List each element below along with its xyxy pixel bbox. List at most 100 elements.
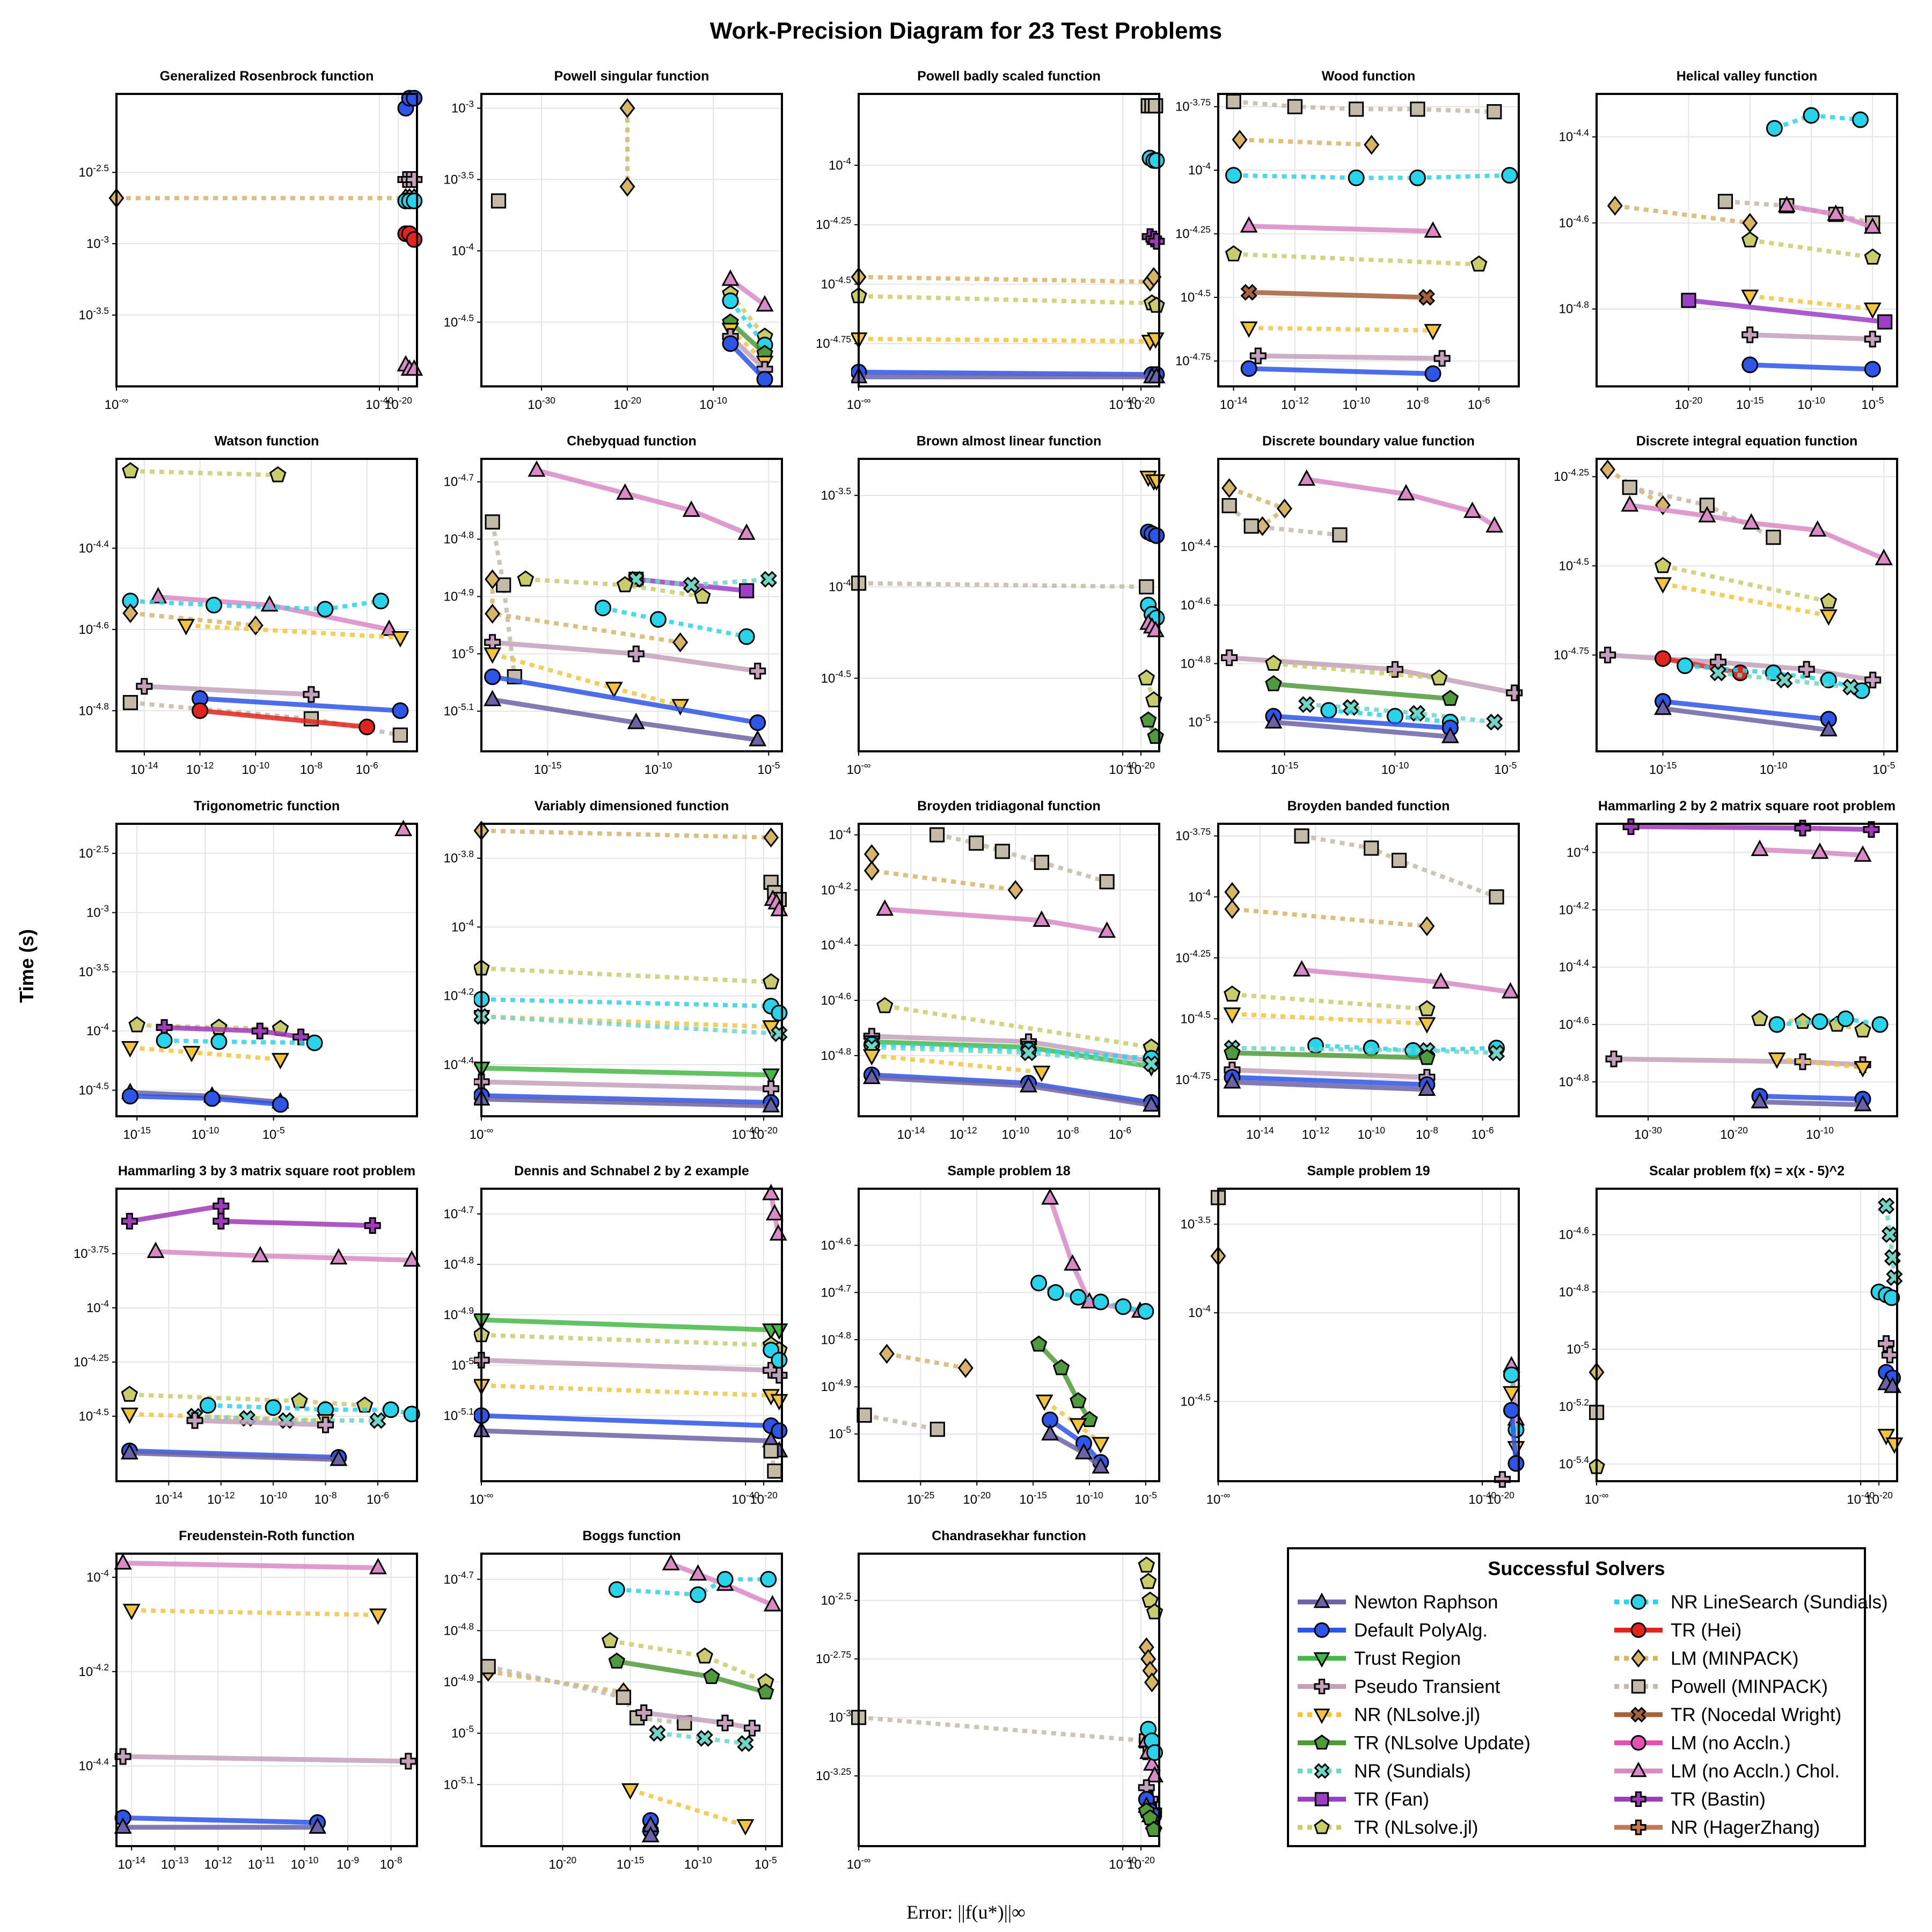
- data-point: [114, 1553, 132, 1570]
- data-point: [369, 1412, 386, 1429]
- x-tick-label: 10-∞: [847, 395, 871, 412]
- data-point: [1320, 702, 1337, 719]
- legend-marker: [1313, 1652, 1330, 1668]
- data-point: [1605, 1050, 1622, 1067]
- data-point: [485, 603, 501, 624]
- legend-marker: [1630, 1791, 1646, 1807]
- series-default-polyalg: [722, 335, 773, 388]
- data-point: [496, 577, 511, 593]
- legend-item-tr-nocedal-wright: TR (Nocedal Wright): [1614, 1704, 1841, 1725]
- data-point: [121, 1087, 138, 1104]
- plot-area: [851, 1556, 1164, 1837]
- x-tick-label: 10-8: [380, 1855, 402, 1872]
- y-tick-label: 10-4.9: [444, 1672, 474, 1689]
- series-line: [1509, 1410, 1519, 1464]
- data-point: [1224, 985, 1241, 1002]
- x-tick-label: 10-20: [1487, 1490, 1514, 1507]
- series-line: [1249, 223, 1433, 234]
- x-tick-label: 10-15: [1736, 395, 1764, 412]
- series-tr-nlsolve-update: [1265, 675, 1459, 706]
- series-line: [155, 1249, 412, 1263]
- series-lm-no-accln-chol: [114, 1553, 387, 1575]
- panel-hammarling-3-by-3-matrix-square-root-problem: Hammarling 3 by 3 matrix square root pro…: [74, 1163, 421, 1507]
- series-newton-raphson: [1223, 1072, 1436, 1096]
- panel-trigonometric-function: Trigonometric function 10-15 10-10 10-5 10-2…: [79, 799, 418, 1142]
- legend-label: NR (NLsolve.jl): [1354, 1704, 1480, 1725]
- panel-frame: [480, 823, 783, 1117]
- series-line: [635, 577, 769, 588]
- data-point: [1878, 1197, 1895, 1214]
- series-line: [1759, 1099, 1863, 1108]
- x-tick-label: 10-14: [1246, 1125, 1274, 1142]
- legend-marker: [1313, 1708, 1330, 1724]
- series-line: [1232, 1074, 1428, 1087]
- series-line: [200, 696, 401, 713]
- data-point: [683, 576, 700, 594]
- data-point: [1035, 1394, 1053, 1411]
- data-point: [1007, 880, 1023, 900]
- series-line: [123, 1754, 408, 1764]
- data-point: [1074, 1443, 1093, 1460]
- series-nr-linesearch-sundials: [1766, 107, 1869, 137]
- x-tick-label: 10-20: [963, 1490, 991, 1507]
- x-tick-label: 10-13: [161, 1855, 189, 1872]
- y-tick-label: 10-4.75: [1554, 645, 1589, 662]
- data-point: [1819, 720, 1838, 737]
- data-point: [120, 1407, 138, 1424]
- data-point: [382, 1401, 399, 1418]
- data-point: [369, 1557, 387, 1575]
- y-tick-label: 10-2.5: [821, 1591, 851, 1608]
- legend-label: Pseudo Transient: [1354, 1677, 1501, 1697]
- series-nr-nlsolve-jl: [1768, 1052, 1872, 1078]
- panel-watson-function: Watson function 10-14 10-12 10-10 10-8 10-6 10…: [79, 434, 418, 777]
- y-tick-label: 10-3.25: [816, 1766, 851, 1783]
- series-line: [1884, 1205, 1897, 1278]
- data-point: [122, 1604, 141, 1621]
- x-tick-label: 10-14: [897, 1125, 925, 1142]
- x-tick-label: 10-11: [248, 1855, 275, 1872]
- series-line: [1232, 1079, 1428, 1092]
- data-point: [1875, 548, 1893, 566]
- series-lm-minpack: [863, 844, 1023, 900]
- data-point: [1487, 104, 1502, 120]
- data-point: [392, 702, 409, 719]
- series-newton-raphson: [484, 690, 767, 747]
- x-tick-label: 10-8: [300, 760, 323, 777]
- series-line: [490, 579, 681, 645]
- series-lm-minpack: [879, 1344, 974, 1378]
- series-powell-minpack: [1140, 98, 1163, 114]
- data-point: [767, 1463, 782, 1479]
- plot-area: [1225, 94, 1518, 382]
- data-point: [1148, 152, 1165, 169]
- panel-hammarling-2-by-2-matrix-square-root-problem: Hammarling 2 by 2 matrix square root pro…: [1559, 799, 1898, 1142]
- y-tick-label: 10-4.7: [444, 472, 474, 489]
- panel-frame: [1596, 1188, 1898, 1482]
- panel-frame: [115, 93, 418, 387]
- panel-frame: [858, 823, 1160, 1117]
- data-point: [317, 601, 334, 618]
- data-point: [694, 587, 711, 604]
- data-point: [1225, 167, 1242, 184]
- x-tick-label: 10-10: [291, 1855, 319, 1872]
- series-nr-linesearch-sundials: [397, 192, 423, 209]
- series-line: [1315, 1043, 1497, 1053]
- data-point: [1794, 819, 1811, 837]
- series-line: [1750, 332, 1873, 342]
- series-pseudo-transient: [186, 1412, 334, 1433]
- series-line: [1273, 661, 1440, 680]
- data-point: [203, 1090, 221, 1107]
- data-point: [1041, 1188, 1059, 1205]
- data-point: [485, 514, 500, 530]
- data-point: [1486, 713, 1503, 731]
- data-point: [1820, 592, 1838, 609]
- data-point: [627, 645, 645, 662]
- series-line: [481, 966, 771, 984]
- legend-marker: [1631, 1649, 1646, 1668]
- legend-item-tr-hei: TR (Hei): [1614, 1620, 1741, 1641]
- data-point: [1599, 647, 1616, 664]
- series-line: [1233, 252, 1479, 267]
- data-point: [1622, 480, 1637, 495]
- data-point: [1243, 518, 1259, 534]
- data-point: [756, 371, 773, 388]
- y-tick-label: 10-4.4: [1559, 957, 1590, 975]
